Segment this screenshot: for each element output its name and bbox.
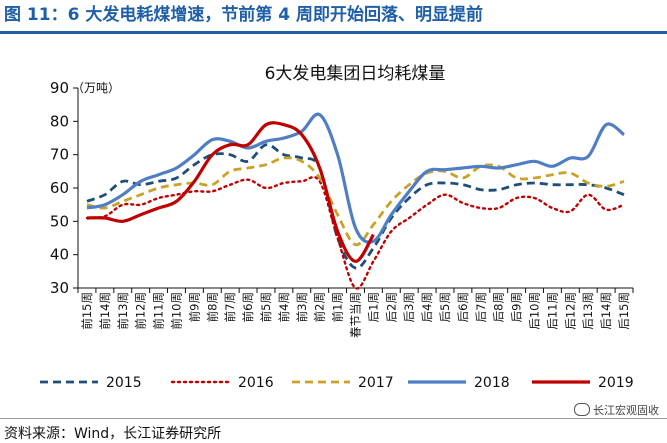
- x-tick-label: 后5周: [438, 292, 452, 322]
- source-note: 资料来源：Wind，长江证券研究所: [4, 426, 222, 442]
- x-tick-label: 后4周: [420, 292, 434, 322]
- x-tick-label: 前15周: [80, 292, 94, 330]
- x-tick-label: 前9周: [187, 292, 201, 322]
- footer-divider: [0, 418, 667, 419]
- y-tick-label: 80: [50, 112, 69, 130]
- wechat-icon: [574, 403, 590, 416]
- x-tick-label: 后3周: [402, 292, 416, 322]
- series-lines: [85, 112, 626, 290]
- x-tick-label: 前13周: [116, 292, 130, 330]
- x-tick-label: 后15周: [617, 292, 631, 330]
- x-tick-label: 前5周: [259, 292, 273, 322]
- y-ticks: 30 40 50 60 70 80 90: [50, 79, 78, 297]
- x-tick-label: 后9周: [510, 292, 524, 322]
- x-tick-label: 前4周: [277, 292, 291, 322]
- x-tick-label: 后7周: [474, 292, 488, 322]
- x-ticks: 前15周 前14周 前13周 前12周 前11周 前10周 前9周 前8周 前7周 前6周 前5周前…: [77, 288, 634, 338]
- x-tick-label: 后2周: [384, 292, 398, 322]
- x-tick-label: 前14周: [98, 292, 112, 330]
- y-tick-label: 60: [50, 179, 69, 197]
- series-line-2017: [86, 156, 625, 247]
- series-line-2019: [86, 121, 375, 263]
- chart-title: 6大发电集团日均耗煤量: [265, 64, 446, 84]
- series-line-2015: [86, 143, 625, 270]
- x-tick-label: 前12周: [134, 292, 148, 330]
- series-line-2018: [86, 112, 625, 244]
- x-tick-label: 春节当周: [349, 292, 363, 338]
- x-tick-label: 后11周: [545, 292, 559, 330]
- legend-label-2017: 2017: [358, 375, 394, 391]
- x-tick-label: 前2周: [313, 292, 327, 322]
- x-tick-label: 前7周: [223, 292, 237, 322]
- watermark-text: 长江宏观固收: [593, 404, 659, 417]
- x-tick-label: 前8周: [205, 292, 219, 322]
- x-tick-label: 前11周: [152, 292, 166, 330]
- x-tick-label: 前10周: [169, 292, 183, 330]
- legend-label-2016: 2016: [238, 375, 274, 391]
- x-tick-label: 后13周: [581, 292, 595, 330]
- x-tick-label: 前1周: [331, 292, 345, 322]
- legend: 2015 2016 2017 2018 2019: [40, 375, 634, 391]
- y-tick-label: 40: [50, 246, 69, 264]
- figure-title: 图 11：6 大发电耗煤增速，节前第 4 周即开始回落、明显提前: [4, 5, 483, 25]
- x-tick-label: 前3周: [295, 292, 309, 322]
- x-tick-label: 后14周: [599, 292, 613, 330]
- legend-label-2015: 2015: [106, 375, 142, 391]
- unit-label: （万吨）: [72, 81, 120, 95]
- x-tick-label: 后1周: [366, 292, 380, 322]
- y-tick-label: 70: [50, 146, 69, 164]
- y-tick-label: 30: [50, 279, 69, 297]
- y-tick-label: 50: [50, 212, 69, 230]
- legend-label-2019: 2019: [598, 375, 634, 391]
- x-tick-label: 前6周: [241, 292, 255, 322]
- x-tick-label: 后8周: [492, 292, 506, 322]
- watermark: 长江宏观固收: [574, 402, 659, 418]
- y-tick-label: 90: [50, 79, 69, 97]
- x-tick-label: 后6周: [456, 292, 470, 322]
- title-divider: [0, 31, 667, 34]
- series-line-2016: [85, 175, 626, 290]
- x-tick-label: 后10周: [528, 292, 542, 330]
- x-tick-label: 后12周: [563, 292, 577, 330]
- legend-label-2018: 2018: [474, 375, 510, 391]
